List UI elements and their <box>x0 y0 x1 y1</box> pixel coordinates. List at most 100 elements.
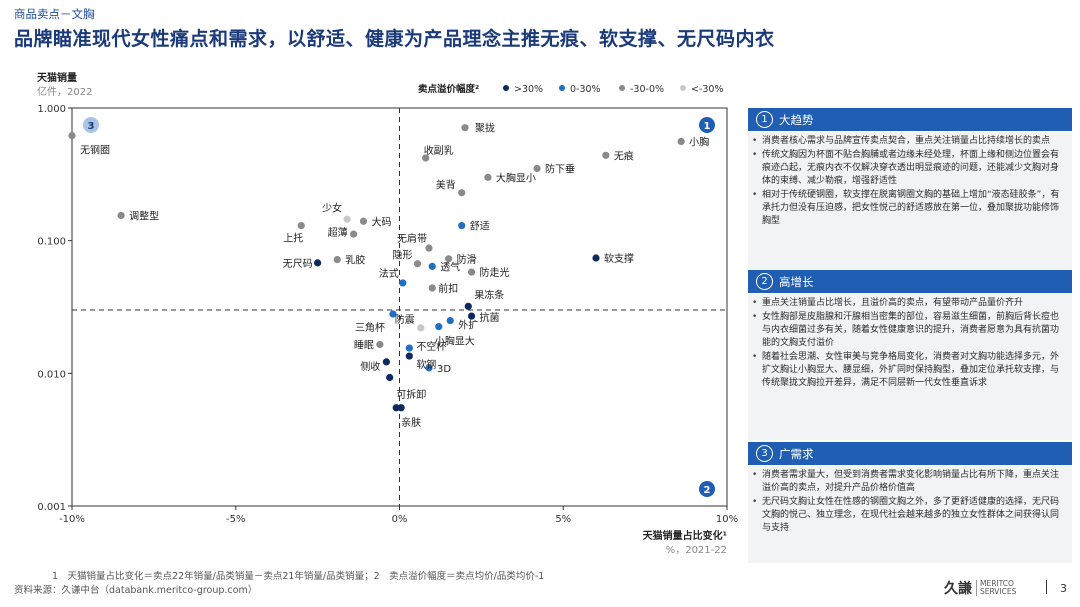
data-label: 软钢 <box>416 358 436 371</box>
data-point <box>445 255 453 263</box>
data-point <box>117 211 125 220</box>
data-point <box>677 137 685 146</box>
legend-label-gt30: >30% <box>514 84 543 95</box>
logo-cn: 久謙 <box>944 581 972 597</box>
data-label: 法式 <box>379 267 399 280</box>
data-point <box>484 173 492 181</box>
data-point <box>446 316 454 325</box>
y-tick-label: 0.010 <box>37 369 66 380</box>
data-point <box>386 373 394 382</box>
y-axis-subtitle: 亿件，2022 <box>37 85 92 98</box>
data-label: 调整型 <box>129 209 159 222</box>
breadcrumb: 商品卖点－文胸 <box>14 7 95 21</box>
data-label: 透气 <box>440 260 460 273</box>
data-label: 三角杯 <box>355 321 385 334</box>
data-point <box>405 352 413 360</box>
data-label: 乳胶 <box>345 254 365 267</box>
data-point <box>461 124 469 132</box>
section-body-1: 消费者核心需求与品牌宣传卖点契合，重点关注销量占比持续增长的卖点 传统文胸因为杯… <box>748 132 1072 270</box>
source-note: 资料来源：久谦中台（databank.meritco-group.com） <box>14 585 258 596</box>
data-label: 抗菌 <box>480 311 500 324</box>
logo-en-line1: MERITCO <box>980 579 1014 588</box>
data-point <box>533 164 541 173</box>
data-point <box>592 254 600 262</box>
data-point <box>376 340 384 349</box>
data-label: 防滑 <box>457 253 477 266</box>
data-point <box>389 310 397 318</box>
x-tick-label: 10% <box>716 514 738 525</box>
scatter-chart: -10% -5% 0% 5% 10% 0.001 0.010 0.100 1.000 天猫销量 亿件… <box>37 71 738 556</box>
logo-en: MERITCO SERVICES <box>976 580 1016 596</box>
data-point <box>464 302 472 310</box>
data-label: 不空杯 <box>416 340 446 353</box>
data-label: 收副乳 <box>424 144 454 157</box>
data-label: 大胸显小 <box>496 171 536 184</box>
insights-panel: 1 大趋势 消费者核心需求与品牌宣传卖点契合，重点关注销量占比持续增长的卖点 传… <box>748 108 1072 563</box>
data-point <box>425 244 433 252</box>
data-label: 防震 <box>395 313 415 326</box>
data-label: 亲肤 <box>401 416 421 429</box>
x-tick-label: -10% <box>59 514 85 525</box>
data-point <box>435 323 443 331</box>
bullet-item: 传统文胸因为杯面不贴合胸脯或者边缘未经处理，杯面上缘和侧边位置会有痕迹凸起，无痕… <box>752 149 1066 188</box>
section-number-3: 3 <box>756 445 773 462</box>
section-title-1: 大趋势 <box>779 112 814 127</box>
data-point <box>399 279 407 287</box>
data-label: 无钢圈 <box>80 144 110 157</box>
company-logo: 久謙 MERITCO SERVICES <box>944 578 1016 598</box>
data-label: 侧收 <box>360 360 380 373</box>
legend-marker-neg30_0 <box>619 85 625 91</box>
data-label: 聚拢 <box>475 122 495 135</box>
quadrant-badge-1 <box>699 117 715 133</box>
data-point <box>422 154 430 162</box>
legend-label-neg30_0: -30-0% <box>630 84 664 95</box>
data-point <box>602 151 610 159</box>
section-number-1: 1 <box>756 111 773 128</box>
y-tick-label: 1.000 <box>37 104 66 115</box>
legend-marker-lt_neg30 <box>680 85 686 91</box>
bullet-item: 随着社会思潮、女性审美与竞争格局变化，消费者对文胸功能选择多元，外扩文胸让小胸显… <box>752 351 1066 390</box>
data-label: 防走光 <box>480 266 510 279</box>
page-separator <box>1046 580 1047 594</box>
data-point <box>333 255 341 264</box>
section-header-1: 1 大趋势 <box>748 108 1072 131</box>
legend-label-lt_neg30: <-30% <box>691 84 724 95</box>
quadrant-badge-label-2: 2 <box>704 485 711 496</box>
page-title: 品牌瞄准现代女性痛点和需求，以舒适、健康为产品理念主推无痕、软支撑、无尺码内衣 <box>14 28 775 50</box>
data-label: 少女 <box>322 201 342 214</box>
data-point <box>68 131 76 140</box>
data-label: 防下垂 <box>545 162 575 175</box>
data-label: 大码 <box>371 215 391 228</box>
data-point <box>397 404 405 412</box>
data-point <box>343 215 351 223</box>
logo-en-line2: SERVICES <box>980 587 1017 596</box>
data-point <box>359 217 368 225</box>
section-header-3: 3 广需求 <box>748 442 1072 465</box>
legend-marker-p0_30 <box>559 85 565 91</box>
x-tick-label: 5% <box>555 514 571 525</box>
data-point <box>405 344 413 352</box>
data-label: 外扩 <box>458 319 478 332</box>
data-label: 无痕 <box>614 149 634 162</box>
data-point <box>458 189 466 197</box>
bullet-item: 消费者需求量大，但受到消费者需求变化影响销量占比有所下降，重点关注溢价高的卖点，… <box>752 469 1066 495</box>
quadrant-badge-label-1: 1 <box>704 121 711 132</box>
section-body-2: 重点关注销量占比增长，且溢价高的卖点，有望带动产品量价齐升 女性胸部是皮脂腺和汗… <box>748 294 1072 440</box>
x-axis-subtitle: %，2021-22 <box>666 545 727 556</box>
data-label: 舒适 <box>470 220 490 233</box>
data-point <box>350 230 358 238</box>
legend-marker-gt30 <box>503 85 509 91</box>
bullet-item: 相对于传统硬钢圈，软支撑在脱离钢圈文胸的基础上增加“液态硅胶条”，有承托力但没有… <box>752 189 1066 228</box>
data-point <box>413 260 422 268</box>
data-point <box>428 262 436 270</box>
data-label: 可拆卸 <box>396 388 426 401</box>
data-label: 前扣 <box>438 282 458 295</box>
data-point <box>297 221 305 230</box>
data-point <box>458 221 466 230</box>
legend-label-p0_30: 0-30% <box>570 84 601 95</box>
bullet-item: 女性胸部是皮脂腺和汗腺相当密集的部位，容易滋生细菌，前胸后背长痘也与内衣细菌过多… <box>752 311 1066 350</box>
quadrant-badge-2 <box>699 481 715 497</box>
quadrant-badge-3 <box>83 117 99 133</box>
data-label: 无尺码 <box>283 258 313 270</box>
page-number: 3 <box>1060 582 1067 595</box>
